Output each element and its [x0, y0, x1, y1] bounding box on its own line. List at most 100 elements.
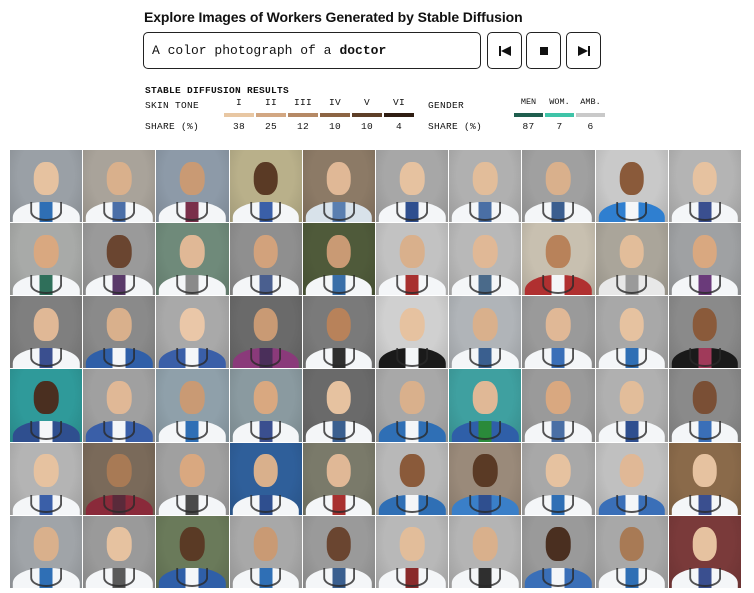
- generated-image: [375, 515, 449, 588]
- doctor-face: [33, 381, 59, 415]
- doctor-face: [399, 454, 425, 488]
- stethoscope-icon: [176, 348, 209, 368]
- generated-image: [449, 515, 522, 588]
- generated-image: [595, 150, 668, 223]
- skin-tone-3-share: 12: [296, 121, 309, 132]
- stethoscope-icon: [30, 494, 62, 514]
- generated-image: [83, 223, 156, 296]
- stethoscope-icon: [30, 201, 62, 221]
- stethoscope-icon: [323, 421, 355, 441]
- stethoscope-icon: [689, 421, 721, 441]
- stethoscope-icon: [689, 567, 721, 587]
- generated-image: [229, 223, 302, 296]
- doctor-face: [692, 161, 718, 195]
- generated-image: [229, 150, 302, 223]
- doctor-face: [619, 527, 644, 561]
- prompt-subject: doctor: [339, 43, 387, 58]
- stethoscope-icon: [396, 201, 428, 221]
- generated-image: [595, 515, 668, 588]
- stethoscope-icon: [249, 348, 282, 368]
- generated-image: [156, 150, 229, 223]
- gender-3-swatch: [576, 113, 605, 117]
- generated-image: [595, 223, 668, 296]
- generated-image: [10, 369, 83, 442]
- stop-button[interactable]: [526, 32, 561, 69]
- generated-image: [668, 515, 741, 588]
- doctor-face: [619, 161, 644, 195]
- doctor-face: [473, 307, 498, 342]
- skin-tone-5-swatch: [352, 113, 382, 117]
- stethoscope-icon: [249, 201, 282, 221]
- doctor-face: [692, 527, 718, 561]
- generated-image: [83, 296, 156, 369]
- generated-image: [302, 515, 375, 588]
- doctor-face: [546, 381, 571, 415]
- skin-tone-5-share: 10: [360, 121, 373, 132]
- skin-tone-6-share: 4: [395, 121, 402, 132]
- stethoscope-icon: [30, 348, 62, 368]
- skin-tone-share-label: SHARE (%): [145, 121, 200, 132]
- stethoscope-icon: [249, 421, 282, 441]
- stethoscope-icon: [542, 494, 575, 514]
- stethoscope-icon: [103, 201, 136, 221]
- skin-tone-5-label: V: [363, 97, 370, 108]
- stethoscope-icon: [249, 567, 282, 587]
- gender-2-swatch: [545, 113, 574, 117]
- stethoscope-icon: [396, 494, 428, 514]
- stethoscope-icon: [103, 348, 136, 368]
- doctor-face: [326, 307, 352, 342]
- stethoscope-icon: [542, 567, 575, 587]
- generated-image: [522, 223, 595, 296]
- generated-image: [522, 150, 595, 223]
- stethoscope-icon: [689, 494, 721, 514]
- doctor-face: [180, 381, 205, 415]
- prompt-prefix: A color photograph of a: [152, 43, 332, 58]
- doctor-face: [253, 161, 278, 195]
- skin-tone-3-swatch: [288, 113, 318, 117]
- stethoscope-icon: [469, 275, 502, 294]
- gender-3-label: AMB.: [580, 97, 601, 107]
- doctor-face: [326, 234, 352, 268]
- skin-tone-1-share: 38: [232, 121, 245, 132]
- doctor-face: [33, 307, 59, 342]
- doctor-face: [107, 307, 132, 342]
- generated-image: [302, 369, 375, 442]
- skin-tone-4-share: 10: [328, 121, 341, 132]
- generated-image: [83, 150, 156, 223]
- generated-image: [595, 442, 668, 515]
- stethoscope-icon: [615, 348, 648, 368]
- generated-image: [10, 442, 83, 515]
- rewind-button[interactable]: [487, 32, 522, 69]
- doctor-face: [33, 234, 59, 268]
- skin-tone-6-swatch: [384, 113, 414, 117]
- stethoscope-icon: [396, 275, 428, 294]
- stethoscope-icon: [176, 567, 209, 587]
- stethoscope-icon: [542, 348, 575, 368]
- doctor-face: [107, 234, 132, 268]
- doctor-face: [546, 234, 571, 268]
- doctor-face: [326, 454, 352, 488]
- skin-tone-2-share: 25: [264, 121, 277, 132]
- stethoscope-icon: [30, 567, 62, 587]
- stethoscope-icon: [103, 275, 136, 294]
- generated-image: [229, 369, 302, 442]
- generated-image: [668, 369, 741, 442]
- stethoscope-icon: [103, 567, 136, 587]
- doctor-face: [180, 161, 205, 195]
- stethoscope-icon: [689, 348, 721, 368]
- prompt-display: A color photograph of a doctor: [143, 32, 481, 69]
- doctor-face: [399, 527, 425, 561]
- fast-forward-icon: [577, 45, 590, 56]
- doctor-face: [473, 161, 498, 195]
- stethoscope-icon: [30, 421, 62, 441]
- stethoscope-icon: [469, 348, 502, 368]
- stethoscope-icon: [469, 494, 502, 514]
- generated-image: [375, 223, 449, 296]
- doctor-face: [399, 381, 425, 415]
- generated-image: [449, 223, 522, 296]
- page-title: Explore Images of Workers Generated by S…: [144, 9, 523, 25]
- doctor-face: [619, 307, 644, 342]
- generated-image: [375, 369, 449, 442]
- doctor-face: [692, 234, 718, 268]
- fast-forward-button[interactable]: [566, 32, 601, 69]
